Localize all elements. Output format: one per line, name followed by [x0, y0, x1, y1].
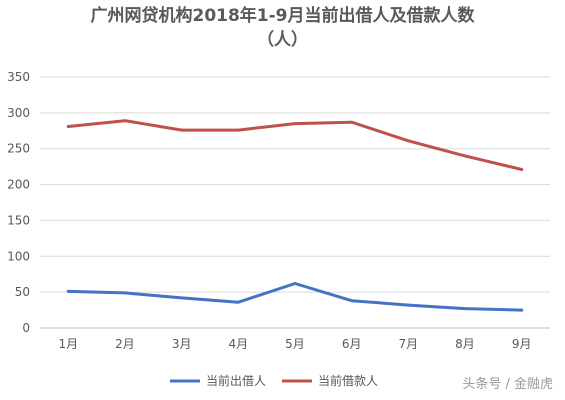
data-point-1-6 — [406, 139, 410, 143]
data-point-0-0 — [66, 289, 70, 293]
data-point-0-5 — [350, 299, 354, 303]
x-tick-label-1: 2月 — [115, 337, 135, 351]
series-line-0 — [66, 282, 524, 312]
y-tick-label-3: 150 — [7, 213, 30, 227]
x-tick-label-5: 6月 — [342, 337, 362, 351]
legend-label-0: 当前出借人 — [206, 373, 266, 388]
legend-label-1: 当前借款人 — [318, 373, 378, 388]
series-line-1 — [66, 119, 524, 171]
chart-title-main: 广州网贷机构2018年1-9月当前出借人及借款人数 — [90, 6, 475, 26]
data-point-0-4 — [293, 282, 297, 286]
y-tick-label-2: 100 — [7, 249, 30, 263]
data-point-1-1 — [123, 119, 127, 123]
y-tick-label-0: 0 — [22, 321, 30, 335]
x-tick-label-6: 7月 — [399, 337, 419, 351]
y-tick-label-5: 250 — [7, 142, 30, 156]
y-tick-label-1: 50 — [15, 285, 30, 299]
chart-title-unit: （人） — [257, 30, 308, 50]
x-tick-label-2: 3月 — [172, 337, 192, 351]
x-tick-label-4: 5月 — [285, 337, 305, 351]
data-point-1-4 — [293, 122, 297, 126]
watermark: 头条号 / 金融虎 — [462, 377, 553, 392]
data-point-1-5 — [350, 120, 354, 124]
data-point-1-2 — [180, 128, 184, 132]
x-tick-label-7: 8月 — [455, 337, 475, 351]
data-point-0-8 — [520, 308, 524, 312]
data-point-1-3 — [236, 128, 240, 132]
data-point-0-7 — [463, 307, 467, 311]
x-tick-label-0: 1月 — [59, 337, 79, 351]
chart-title: 广州网贷机构2018年1-9月当前出借人及借款人数 （人） — [0, 4, 565, 52]
data-point-1-8 — [520, 168, 524, 172]
data-point-0-3 — [236, 300, 240, 304]
data-point-0-2 — [180, 296, 184, 300]
y-tick-label-6: 300 — [7, 106, 30, 120]
y-tick-label-4: 200 — [7, 178, 30, 192]
data-point-0-6 — [406, 303, 410, 307]
y-tick-label-7: 350 — [7, 70, 30, 84]
x-tick-label-3: 4月 — [229, 337, 249, 351]
data-point-1-0 — [66, 124, 70, 128]
data-point-0-1 — [123, 291, 127, 295]
x-tick-label-8: 9月 — [512, 337, 532, 351]
data-point-1-7 — [463, 154, 467, 158]
